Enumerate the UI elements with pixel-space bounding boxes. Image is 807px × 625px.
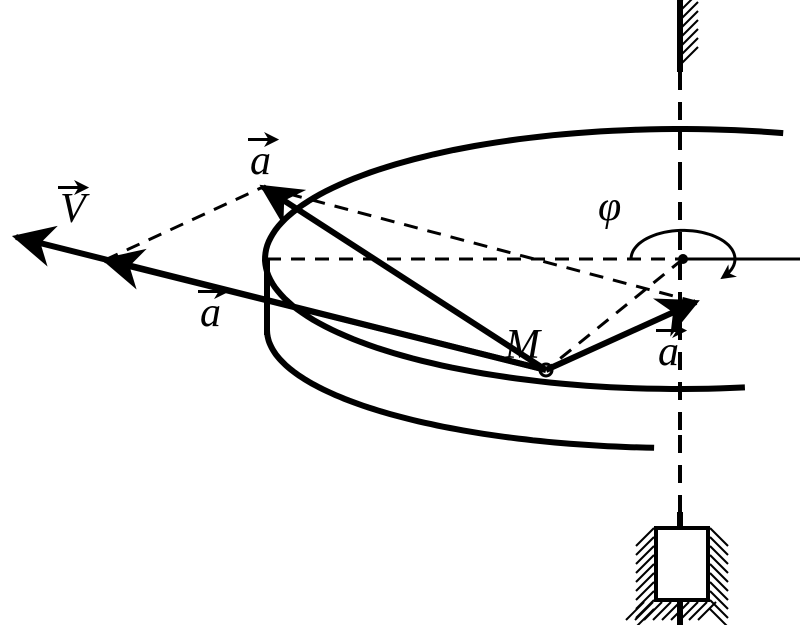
hatch-line — [636, 555, 654, 573]
hatch-line — [710, 564, 728, 582]
label-V-text: V — [60, 186, 90, 232]
parallelogram-dash-2 — [263, 187, 696, 302]
hatch-line — [710, 528, 728, 546]
label-M: M — [504, 322, 542, 368]
hatch-line — [710, 582, 728, 600]
hatch-line — [710, 609, 728, 625]
hatch-line — [636, 537, 654, 555]
hatch-line — [710, 537, 728, 555]
hatch-line — [636, 573, 654, 591]
physics-diagram: Va a a Mφ — [0, 0, 807, 625]
label-a_n-text: a — [658, 329, 679, 375]
label-phi-text: φ — [598, 184, 621, 230]
axis-socket — [656, 528, 708, 600]
label-phi: φ — [598, 184, 621, 230]
label-M-text: M — [504, 322, 542, 368]
label-V: V — [58, 186, 90, 232]
hatch-line — [636, 528, 654, 546]
vector-a-tau — [105, 260, 546, 370]
angle-phi-arc — [631, 230, 735, 277]
label-a-text: a — [250, 138, 271, 184]
hatch-line — [689, 602, 707, 620]
hatch-line — [636, 546, 654, 564]
hatch-line — [626, 602, 644, 620]
hatch-line — [710, 600, 728, 618]
label-a_tau: a — [198, 290, 226, 336]
hatch-line — [636, 582, 654, 600]
label-a_tau-text: a — [200, 290, 221, 336]
label-a: a — [248, 138, 276, 184]
hatch-line — [710, 555, 728, 573]
hatch-line — [636, 564, 654, 582]
hatch-line — [635, 602, 653, 620]
hatch-line — [644, 602, 662, 620]
vector-a — [263, 187, 546, 370]
parallelogram-dash-1 — [105, 187, 263, 260]
hatch-line — [710, 573, 728, 591]
hatch-line — [710, 546, 728, 564]
hatch-line — [653, 602, 671, 620]
